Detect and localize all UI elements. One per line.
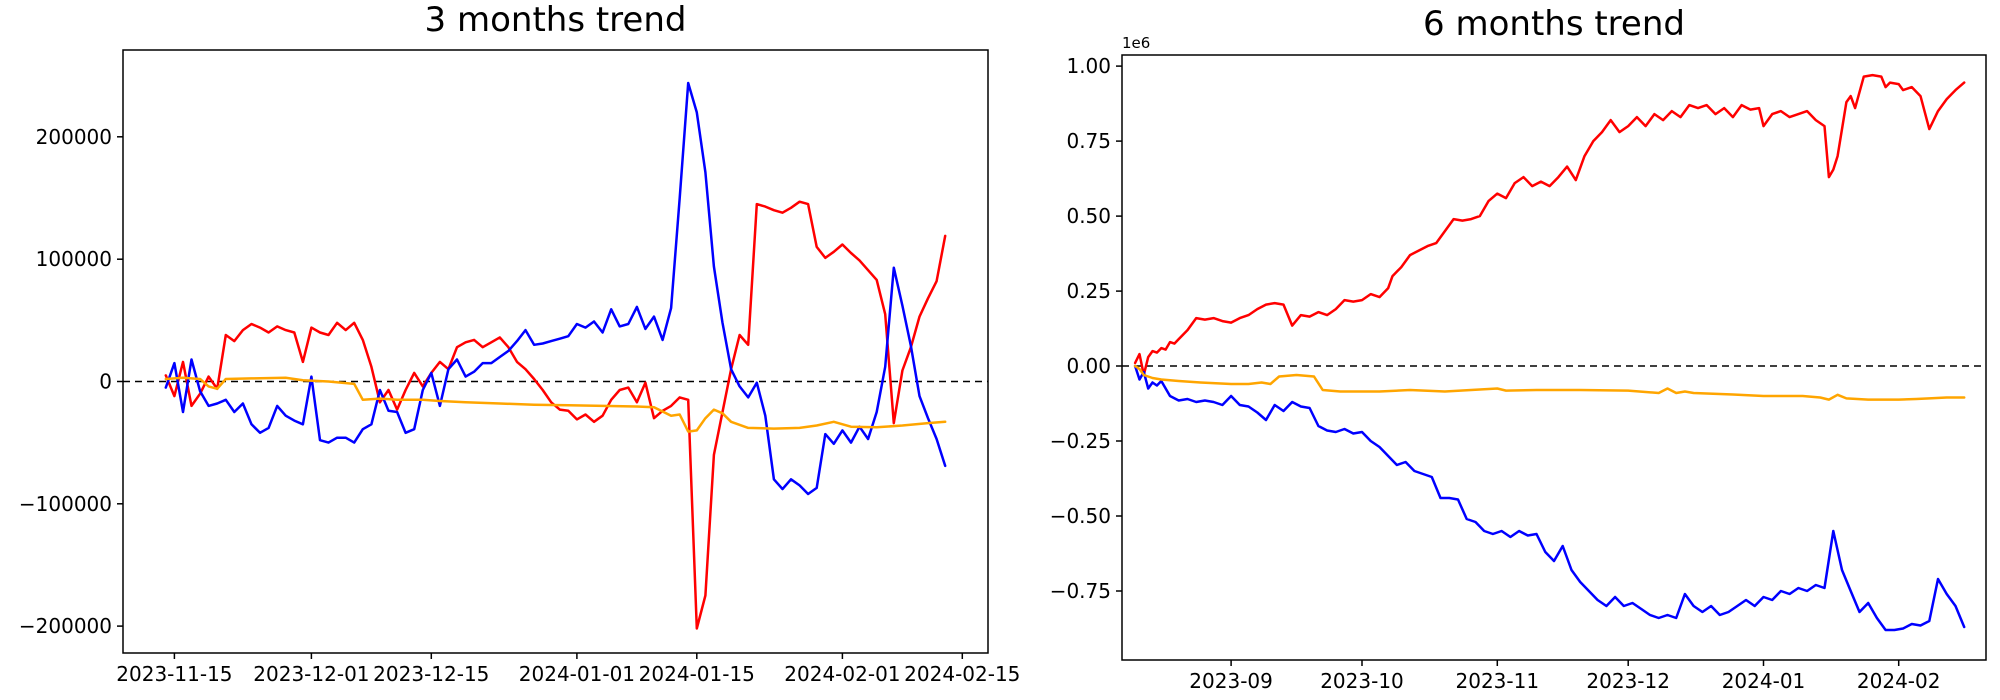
axis-offset-label: 1e6	[1122, 34, 1150, 52]
x-tick-label: 2024-01-01	[519, 662, 635, 686]
x-tick-label: 2023-12-15	[373, 662, 489, 686]
x-tick-label: 2024-02-15	[904, 662, 1020, 686]
x-tick-label: 2024-01-15	[639, 662, 755, 686]
y-tick-label: 1.00	[1066, 54, 1111, 78]
y-tick-label: 100000	[36, 247, 112, 271]
y-tick-label: 0	[99, 370, 112, 394]
y-tick-label: −0.50	[1050, 504, 1111, 528]
chart-title-6-months: 6 months trend	[1423, 4, 1685, 44]
y-tick-label: 0.50	[1066, 204, 1111, 228]
orange-line	[164, 376, 947, 433]
red-line	[164, 200, 947, 630]
y-tick-label: 200000	[36, 125, 112, 149]
y-tick-label: −100000	[19, 492, 112, 516]
x-tick-label: 2023-11-15	[116, 662, 232, 686]
y-tick-label: 0.25	[1066, 279, 1111, 303]
x-tick-label: 2023-11	[1456, 669, 1540, 693]
plot-border	[122, 49, 989, 654]
y-tick-label: −0.75	[1050, 579, 1111, 603]
x-tick-label: 2023-12-01	[253, 662, 369, 686]
x-tick-label: 2023-09	[1189, 669, 1273, 693]
orange-line	[1133, 364, 1966, 401]
x-tick-label: 2024-01	[1722, 669, 1806, 693]
red-line	[1133, 73, 1966, 377]
blue-line	[1133, 364, 1966, 632]
blue-line	[164, 81, 947, 496]
y-tick-label: 0.00	[1066, 354, 1111, 378]
y-tick-label: −200000	[19, 614, 112, 638]
x-tick-label: 2024-02-01	[784, 662, 900, 686]
x-tick-label: 2023-12	[1586, 669, 1670, 693]
x-tick-label: 2024-02	[1857, 669, 1941, 693]
x-tick-label: 2023-10	[1320, 669, 1404, 693]
chart-title-3-months: 3 months trend	[424, 0, 687, 40]
y-tick-label: 0.75	[1066, 129, 1111, 153]
plot-border	[1121, 54, 1987, 661]
y-tick-label: −0.25	[1050, 429, 1111, 453]
